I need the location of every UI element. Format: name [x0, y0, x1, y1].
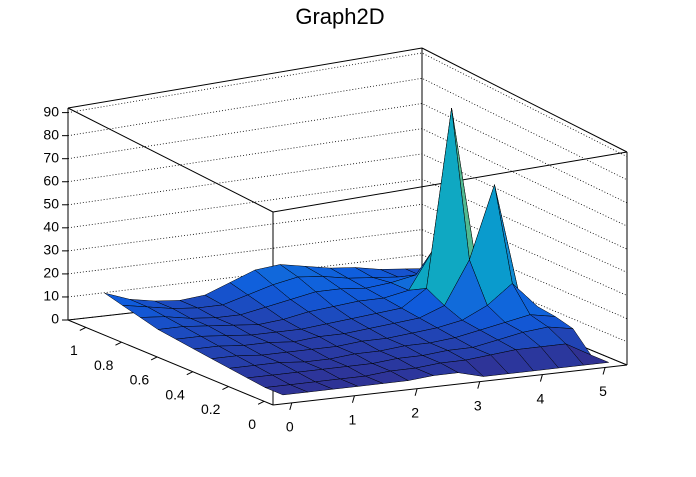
grid-line — [67, 153, 628, 250]
box-edge — [67, 107, 274, 213]
x-tick — [289, 402, 293, 411]
x-tick-label: 3 — [474, 397, 482, 413]
x-tick — [539, 374, 543, 382]
y-tick — [222, 386, 229, 390]
x-tick — [351, 395, 355, 403]
grid-line — [67, 103, 628, 204]
box-edge — [272, 364, 628, 406]
x-tick-label: 5 — [599, 383, 607, 399]
y-tick-label: 0.6 — [130, 372, 150, 388]
x-tick-label: 2 — [411, 404, 419, 420]
z-tick-label: 0 — [51, 311, 59, 327]
x-tick-label: 1 — [349, 411, 357, 427]
z-tick-label: 50 — [43, 195, 59, 211]
z-tick-label: 90 — [43, 103, 59, 119]
y-tick-label: 1 — [70, 342, 78, 358]
y-tick — [257, 400, 265, 405]
x-tick-label: 0 — [286, 419, 294, 435]
z-tick-label: 40 — [43, 219, 59, 235]
y-tick-label: 0.8 — [94, 357, 114, 373]
y-tick-label: 0 — [248, 416, 256, 432]
grid-line — [67, 52, 628, 157]
z-tick-label: 10 — [43, 288, 59, 304]
y-tick — [115, 341, 122, 346]
y-tick-label: 0.2 — [201, 401, 221, 417]
x-tick — [414, 388, 418, 396]
x-tick — [602, 367, 606, 375]
box-edge — [67, 47, 423, 109]
grid-line — [67, 254, 628, 343]
y-tick — [79, 326, 87, 331]
box-edge — [67, 319, 274, 406]
z-tick-label: 70 — [43, 149, 59, 165]
z-tick-label: 60 — [43, 172, 59, 188]
y-tick — [186, 371, 194, 376]
y-tick-label: 0.4 — [165, 386, 185, 402]
surface-cell — [264, 384, 309, 396]
chart-title: Graph2D — [295, 4, 384, 29]
x-tick-label: 4 — [537, 390, 545, 406]
z-tick-label: 20 — [43, 265, 59, 281]
box-edge — [421, 47, 628, 153]
z-tick-label: 30 — [43, 242, 59, 258]
x-tick — [477, 381, 481, 389]
z-tick-label: 80 — [43, 126, 59, 142]
grid-line — [67, 128, 628, 227]
y-tick — [150, 356, 158, 361]
